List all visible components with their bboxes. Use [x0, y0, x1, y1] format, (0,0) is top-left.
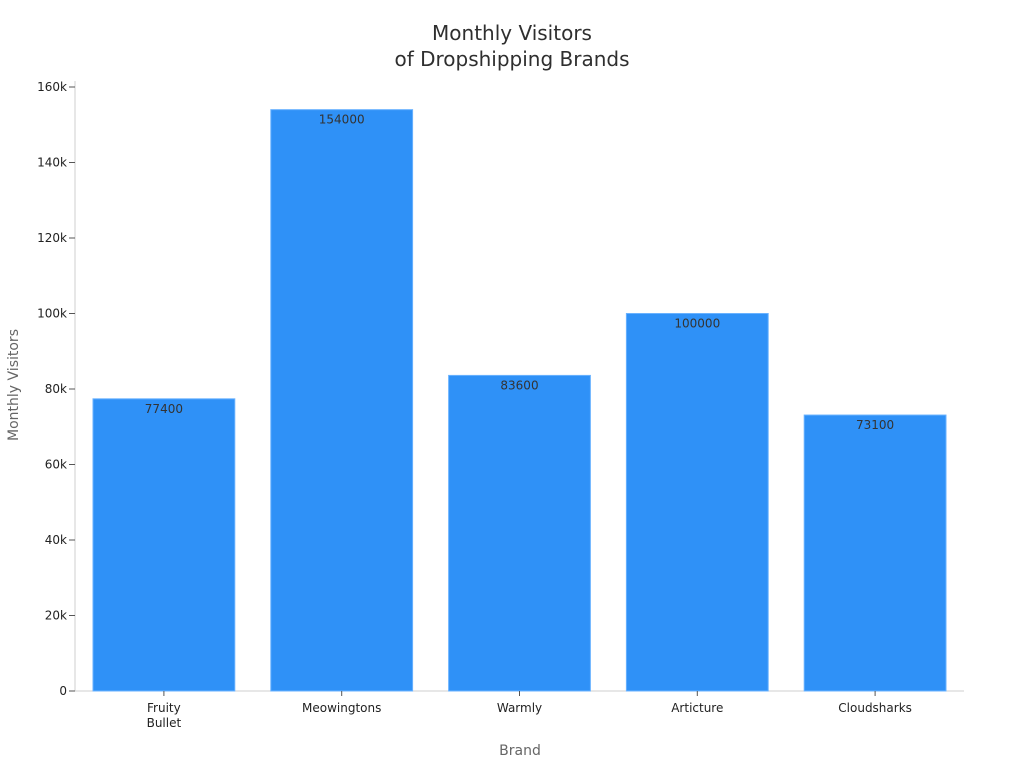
- y-tick-label: 160k: [37, 80, 67, 94]
- data-label: 100000: [674, 317, 720, 331]
- chart-title: Monthly Visitors of Dropshipping Brands: [394, 21, 629, 71]
- y-tick-label: 80k: [45, 382, 67, 396]
- data-label: 83600: [500, 378, 538, 392]
- x-tick-label: Fruity Bullet: [147, 701, 182, 730]
- y-tick-label: 40k: [45, 533, 67, 547]
- x-tick-label-line: Bullet: [147, 716, 182, 730]
- x-tick-label-line: Meowingtons: [302, 701, 381, 715]
- y-tick-label: 20k: [45, 609, 67, 623]
- bar: [803, 414, 947, 692]
- data-label: 154000: [319, 113, 365, 127]
- chart-title-line-2: of Dropshipping Brands: [394, 47, 629, 71]
- x-tick-label-line: Articture: [671, 701, 723, 715]
- y-tick-label: 100k: [37, 307, 67, 321]
- x-tick-label-line: Fruity: [147, 701, 181, 715]
- data-label: 77400: [145, 402, 183, 416]
- bar: [270, 109, 414, 692]
- y-tick-label: 140k: [37, 156, 67, 170]
- y-tick-label: 120k: [37, 231, 67, 245]
- x-tick-label: Meowingtons: [302, 701, 381, 715]
- x-tick-label: Articture: [671, 701, 723, 715]
- x-axis-title: Brand: [499, 743, 541, 759]
- chart-title-line-1: Monthly Visitors: [432, 21, 592, 45]
- bar: [448, 374, 591, 692]
- y-tick-label: 60k: [45, 458, 67, 472]
- bar: [625, 313, 769, 692]
- data-label: 73100: [856, 418, 894, 432]
- x-tick-label: Warmly: [497, 701, 542, 715]
- x-tick-label-line: Cloudsharks: [838, 701, 912, 715]
- bar: [92, 398, 236, 692]
- x-tick-label: Cloudsharks: [838, 701, 912, 715]
- plot-area: 0 20k 40k 60k 80k 100k 120k 140k 160k 77400 Fruity…: [37, 80, 964, 730]
- y-axis-title: Monthly Visitors: [6, 329, 22, 441]
- x-tick-label-line: Warmly: [497, 701, 542, 715]
- y-tick-label: 0: [59, 684, 67, 698]
